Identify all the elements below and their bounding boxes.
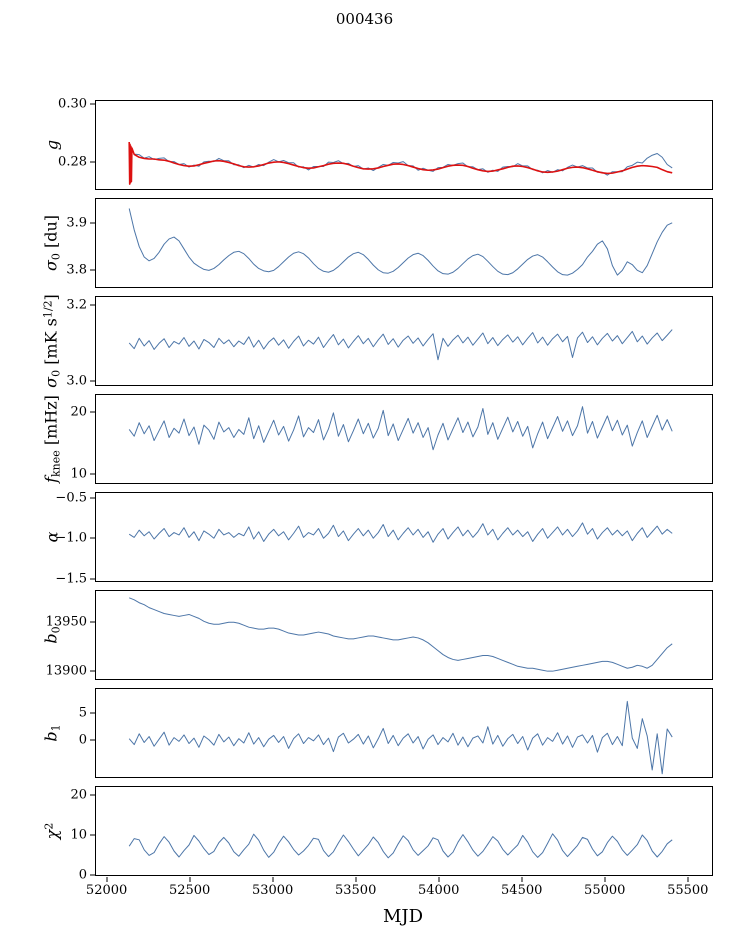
x-axis-label: MJD [382, 906, 424, 927]
y-tick-mark [90, 794, 95, 796]
x-tick-label: 53000 [251, 883, 294, 898]
y-tick-label: 3.2 [66, 297, 87, 313]
x-tick-mark [604, 877, 606, 882]
x-tick-mark [687, 877, 689, 882]
panel-b1-canvas [128, 700, 673, 775]
x-tick-mark [438, 877, 440, 882]
y-tick-mark [90, 497, 95, 499]
y-tick-label: 0.28 [58, 154, 87, 170]
y-axis-label: σ0 [du] [41, 214, 63, 272]
panel-sigma0-du: 3.8 3.9 σ0 [du] [42, 198, 713, 288]
panel-alpha: −0.5 −1.0 −1.5 α [43, 490, 713, 586]
y-tick-label: −1.0 [55, 530, 87, 546]
y-tick-mark [90, 473, 95, 475]
y-tick-label: 13900 [45, 663, 87, 679]
y-tick-label: 20 [70, 404, 87, 420]
x-tick-label: 52000 [85, 883, 128, 898]
panel-sigma0-du-canvas [128, 208, 673, 276]
y-tick-mark [90, 304, 95, 306]
x-tick-mark [106, 877, 108, 882]
y-tick-label: 10 [70, 466, 87, 482]
series-chi2 [128, 833, 673, 859]
y-tick-mark [90, 537, 95, 539]
panel-g: 0.28 0.30 g [43, 96, 713, 190]
y-tick-label: 10 [70, 827, 87, 843]
chart-title: 000436 [335, 10, 394, 28]
y-tick-label: −0.5 [55, 490, 87, 506]
y-axis-label: b1 [41, 724, 63, 742]
x-tick-mark [189, 877, 191, 882]
x-tick-label: 55000 [584, 883, 626, 898]
y-axis-label: fknee [mHz] [41, 395, 63, 483]
panel-g-canvas [128, 141, 673, 185]
x-tick-mark [521, 877, 523, 882]
y-tick-label: 0.30 [58, 96, 87, 112]
y-tick-label: 0 [78, 732, 87, 748]
y-axis-label: σ0 [mK s1/2] [41, 294, 63, 388]
panel-sigma0-mK: 3.0 3.2 σ0 [mK s1/2] [42, 294, 713, 389]
y-tick-label: 13950 [45, 614, 87, 630]
plot-area: MJD 0.28 0.30 g 3.8 3.9 σ0 [du] 3.0 3.2 σ0 [mK s… [42, 96, 713, 927]
panel-b1: 0 5 b1 [42, 688, 713, 778]
y-tick-mark [90, 874, 95, 876]
y-tick-mark [90, 380, 95, 382]
y-tick-label: 3.8 [66, 262, 87, 278]
series-g [128, 142, 673, 176]
y-axis-label: g [42, 139, 62, 151]
series-f-knee [128, 406, 673, 451]
y-tick-label: 0 [78, 867, 87, 883]
x-tick-mark [355, 877, 357, 882]
y-tick-mark [90, 103, 95, 105]
y-tick-mark [90, 834, 95, 836]
y-tick-label: 20 [70, 787, 87, 803]
panel-b0-canvas [129, 597, 673, 672]
y-axis-label: α [42, 531, 62, 543]
y-tick-mark [90, 712, 95, 714]
y-tick-mark [90, 269, 95, 271]
x-tick-label: 54500 [501, 883, 543, 898]
panel-alpha-canvas [128, 522, 673, 543]
panel-chi2-canvas [128, 833, 673, 859]
y-tick-label: −1.5 [55, 571, 87, 587]
series-alpha [128, 522, 673, 543]
x-tick-label: 54000 [418, 883, 460, 898]
y-tick-mark [90, 670, 95, 672]
x-tick-label: 52500 [168, 883, 211, 898]
series-sigma0-du [128, 208, 673, 276]
series-g-model [128, 141, 673, 185]
y-tick-label: 3.9 [66, 215, 87, 231]
panel-sigma0-mK-canvas [128, 329, 673, 361]
y-tick-mark [90, 621, 95, 623]
series-sigma0-mK [128, 329, 673, 361]
y-tick-label: 5 [78, 705, 87, 721]
y-tick-mark [90, 739, 95, 741]
series-b0 [129, 597, 673, 672]
panel-chi2: 0 10 20 χ2 [43, 786, 713, 883]
y-tick-label: 3.0 [66, 373, 87, 389]
y-tick-mark [90, 411, 95, 413]
x-tick-label: 55500 [667, 883, 709, 898]
y-tick-mark [90, 161, 95, 163]
y-tick-mark [90, 578, 95, 580]
y-axis-label: b0 [41, 626, 63, 644]
y-axis-label: χ2 [42, 822, 62, 840]
panel-b0: 13900 13950 b0 [42, 590, 713, 680]
y-tick-mark [90, 222, 95, 224]
panel-f-knee: 10 20 fknee [mHz] [42, 394, 713, 484]
series-b1 [128, 700, 673, 775]
x-tick-mark [272, 877, 274, 882]
panel-f-knee-canvas [128, 406, 673, 451]
x-tick-label: 53500 [334, 883, 377, 898]
